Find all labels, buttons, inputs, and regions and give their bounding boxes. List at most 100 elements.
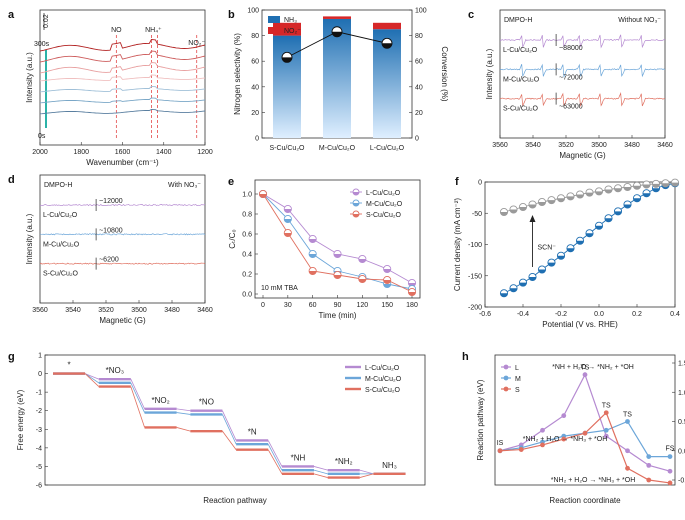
panel-h-marker	[540, 443, 545, 448]
panel-g-y-tick-label: -1	[36, 390, 42, 397]
panel-a-xlabel: Wavenumber (cm⁻¹)	[86, 158, 159, 167]
panel-h-legend-marker	[504, 387, 509, 392]
panel-b-y-tick-label: 100	[247, 8, 259, 15]
panel-a-scalebar-label: 0.02	[43, 14, 50, 28]
panel-g-step-label: *NO	[199, 398, 214, 407]
panel-f: f-0.6 -0.4 -0.2 0.0 0.2 0.4-200-150-100-500Po…	[453, 176, 680, 329]
panel-a-spectrum	[40, 98, 205, 103]
panel-h-legend-marker	[504, 365, 509, 370]
panel-b-bar-nh3	[273, 36, 301, 138]
panel-e-legend-label: M-Cu/Cu₂O	[366, 201, 403, 208]
panel-letter-e: e	[228, 176, 234, 188]
panel-h-legend-label: L	[515, 365, 519, 372]
panel-g-connector	[131, 379, 145, 409]
panel-d: d3560 3540 3520 3500 3480 3460Magnetic (G)Int…	[8, 174, 213, 325]
panel-g-connector	[314, 474, 328, 478]
panel-d-value: ~6200	[99, 257, 119, 264]
panel-e-y-tick-label: 0.6	[242, 232, 252, 239]
panel-b-category: M-Cu/Cu₂O	[319, 145, 356, 152]
panel-e-y-tick-label: 0.4	[242, 252, 252, 259]
panel-g-connector	[85, 374, 99, 387]
panel-e-annotation: 10 mM TBA	[261, 285, 298, 292]
panel-h-marker	[668, 454, 673, 459]
panel-g-connector	[268, 444, 282, 470]
panel-a-x-tick-label: 1200	[197, 149, 213, 156]
panel-b-y2-tick-label: 80	[415, 33, 423, 40]
panel-b-y-tick-label: 60	[251, 59, 259, 66]
panel-g: g-6-5-4-3-2-101Reaction pathwayFree ener…	[8, 351, 425, 505]
panel-d-ylabel: Intensity (a.u.)	[25, 213, 34, 264]
panel-c-x-tick-label: 3540	[525, 142, 541, 149]
panel-g-legend-label: M-Cu/Cu₂O	[365, 376, 402, 383]
panel-c-ylabel: Intensity (a.u.)	[485, 48, 494, 99]
panel-g-connector	[222, 414, 236, 444]
panel-g-step-label: *N	[248, 427, 257, 436]
panel-b-ylabel: Nitrogen selectivity (%)	[233, 33, 242, 115]
panel-g-step-label: *NH₂	[335, 457, 353, 466]
panel-h-point-ts: TS	[602, 403, 611, 410]
panel-a-spectrum	[40, 40, 205, 52]
panel-h-marker	[646, 463, 651, 468]
panel-h-y-tick-label: 0.5	[678, 419, 685, 426]
panel-e-x-tick-label: 90	[334, 302, 342, 309]
panel-h-marker	[583, 431, 588, 436]
panel-e-y-tick-label: 1.0	[242, 192, 252, 199]
panel-letter-b: b	[228, 9, 235, 21]
panel-f-annotation: SCN⁻	[538, 245, 557, 252]
panel-g-xlabel: Reaction pathway	[203, 496, 267, 505]
panel-e-y-tick-label: 0.8	[242, 212, 252, 219]
panel-h-y-tick-label: -0.5	[678, 478, 685, 485]
panel-g-step-label: NH₃	[382, 461, 397, 470]
panel-h-marker	[498, 448, 503, 453]
panel-d-value: ~10800	[99, 227, 123, 234]
panel-h-legend-label: S	[515, 387, 520, 394]
panel-h-y-tick-label: 1.0	[678, 390, 685, 397]
panel-d-series-label: M-Cu/Cu₂O	[43, 241, 80, 248]
panel-b-y-tick-label: 20	[251, 110, 259, 117]
panel-d-x-tick-label: 3500	[131, 307, 147, 314]
panel-a-x-tick-label: 1600	[115, 149, 131, 156]
panel-g-connector	[360, 470, 374, 474]
panel-b-y2-tick-label: 40	[415, 84, 423, 91]
panel-h-marker	[625, 448, 630, 453]
panel-c: c3560 3540 3520 3500 3480 3460Magnetic (G)Int…	[468, 9, 673, 160]
panel-letter-d: d	[8, 174, 15, 186]
panel-e-x-tick-label: 120	[356, 302, 368, 309]
panel-c-value: ~72000	[559, 74, 583, 81]
panel-f-y-tick-label: -50	[472, 211, 482, 218]
panel-letter-h: h	[462, 351, 469, 363]
panel-d-x-tick-label: 3520	[98, 307, 114, 314]
panel-d-frame	[40, 175, 205, 303]
panel-g-y-tick-label: -4	[36, 445, 42, 452]
panel-g-ylabel: Free energy (eV)	[16, 389, 25, 450]
panel-b-y-tick-label: 0	[255, 136, 259, 143]
panel-b-legend-no2: NO₂⁻	[284, 28, 301, 35]
panel-e-x-tick-label: 0	[261, 302, 265, 309]
panel-d-series-label: S-Cu/Cu₂O	[43, 271, 79, 278]
panel-g-step-label: *	[67, 361, 70, 370]
panel-c-series-label: L-Cu/Cu₂O	[503, 47, 538, 54]
panel-g-connector	[131, 387, 145, 428]
panel-letter-c: c	[468, 9, 474, 21]
panel-h-marker	[561, 413, 566, 418]
panel-h-legend-marker	[504, 376, 509, 381]
panel-b-y2-tick-label: 20	[415, 110, 423, 117]
panel-e-x-tick-label: 180	[406, 302, 418, 309]
panel-a-peak-no: NO	[111, 27, 122, 34]
panel-h-marker	[604, 428, 609, 433]
panel-g-connector	[177, 413, 191, 415]
panel-a: a2000 1800 1600 1400 1200Wavenumber (cm⁻¹)In…	[8, 9, 213, 167]
panel-g-y-tick-label: 0	[38, 371, 42, 378]
panel-b-legend-swatch-no2	[268, 27, 280, 34]
panel-f-x-tick-label: 0.2	[632, 311, 642, 318]
panel-h-point-fs: FS	[666, 446, 675, 453]
panel-e-y-tick-label: 0.0	[242, 292, 252, 299]
panel-a-spectrum	[40, 110, 205, 114]
panel-e-legend-label: L-Cu/Cu₂O	[366, 190, 401, 197]
panel-f-xlabel: Potential (V vs. RHE)	[542, 320, 618, 329]
panel-h-line	[500, 413, 670, 483]
panel-g-y-tick-label: 1	[38, 353, 42, 360]
panel-c-x-tick-label: 3460	[657, 142, 673, 149]
panel-g-connector	[177, 427, 191, 431]
panel-b-category: S-Cu/Cu₂O	[269, 145, 305, 152]
